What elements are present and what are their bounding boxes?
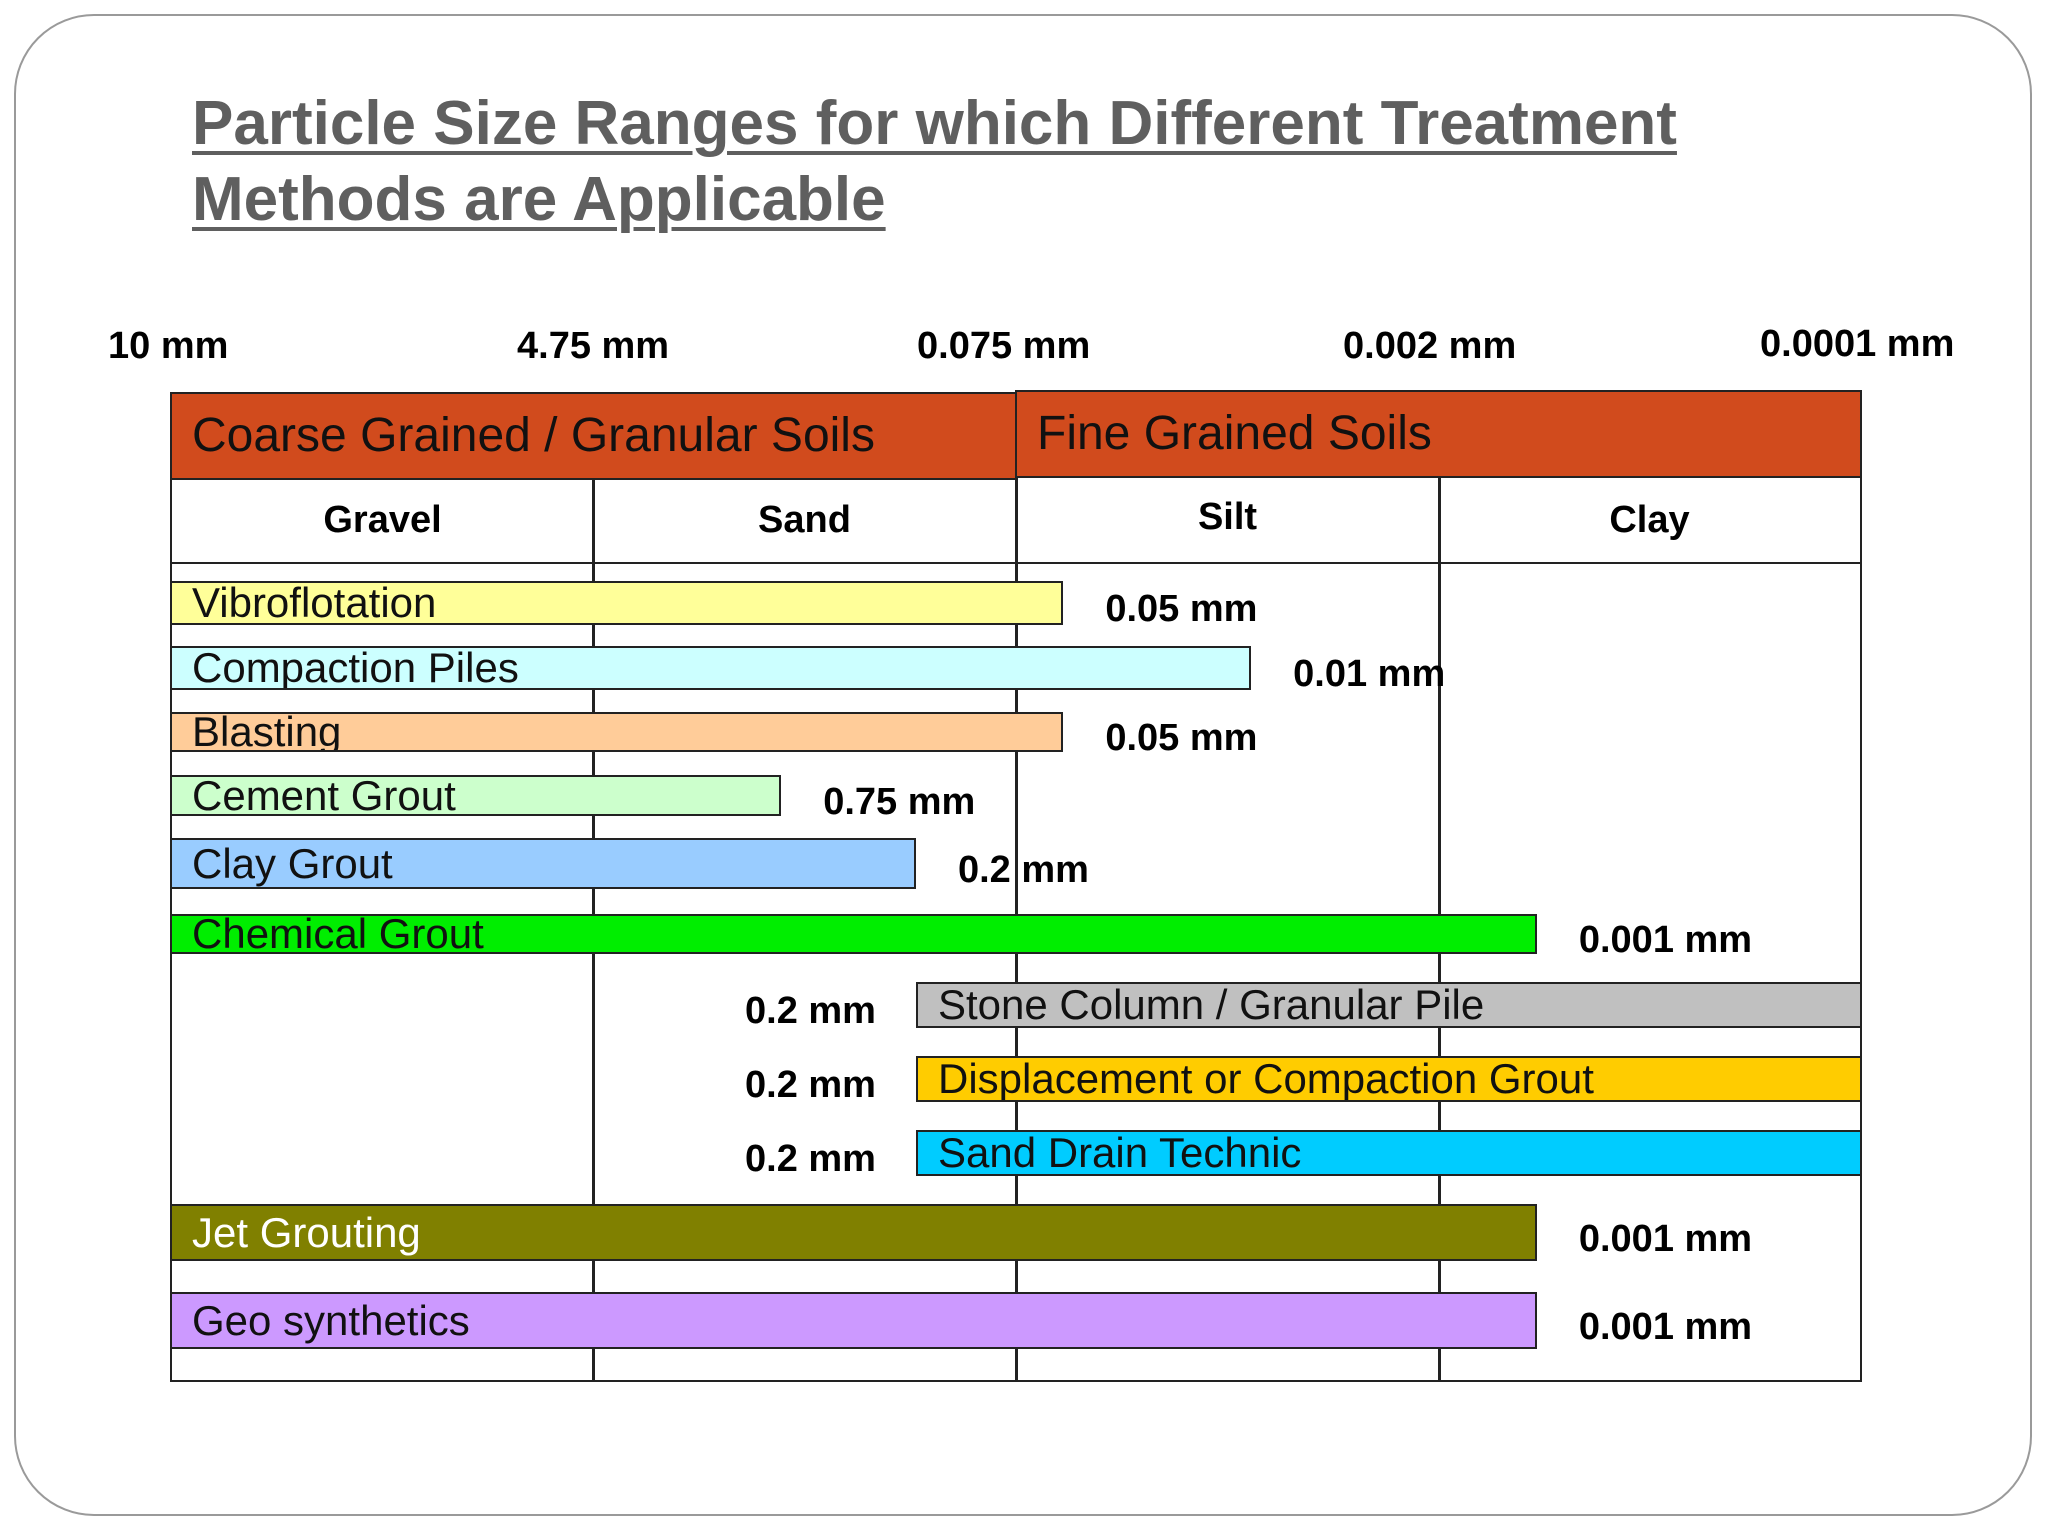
bar-displacement-or-compaction-grout: Displacement or Compaction Grout (915, 1056, 1862, 1102)
bar-chemical-grout: Chemical Grout (170, 914, 1537, 954)
bar-compaction-piles: Compaction Piles (170, 646, 1252, 690)
bar-label: Vibroflotation (192, 581, 437, 625)
bar-label: Chemical Grout (192, 914, 484, 954)
soil-class-silt: Silt (1016, 478, 1439, 564)
limit-label: 0.75 mm (823, 780, 976, 823)
bar-label: Sand Drain Technic (937, 1130, 1302, 1176)
limit-label: 0.2 mm (957, 848, 1089, 891)
bar-sand-drain-technic: Sand Drain Technic (915, 1130, 1862, 1176)
limit-label: 0.01 mm (1293, 653, 1446, 695)
bar-label: Displacement or Compaction Grout (937, 1056, 1594, 1102)
bar-label: Blasting (192, 712, 342, 752)
bar-cement-grout: Cement Grout (170, 775, 782, 816)
x-tick-label: 4.75 mm (517, 325, 670, 367)
soil-class-sand: Sand (593, 478, 1016, 564)
chart-title: Particle Size Ranges for which Different… (192, 89, 1677, 234)
bar-clay-grout: Clay Grout (170, 838, 916, 889)
limit-label: 0.2 mm (745, 1064, 876, 1106)
bar-label: Stone Column / Granular Pile (937, 982, 1485, 1028)
soil-group-coarse: Coarse Grained / Granular Soils (170, 392, 1017, 480)
bar-label: Geo synthetics (192, 1296, 470, 1344)
limit-label: 0.05 mm (1105, 717, 1258, 759)
x-tick-label: 0.002 mm (1343, 325, 1517, 367)
soil-class-gravel: Gravel (170, 478, 593, 564)
limit-label: 0.2 mm (745, 990, 876, 1032)
bar-geo-synthetics: Geo synthetics (170, 1292, 1537, 1349)
x-tick-label: 0.075 mm (917, 325, 1091, 367)
bar-stone-column-granular-pile: Stone Column / Granular Pile (915, 982, 1862, 1028)
limit-label: 0.2 mm (745, 1138, 876, 1180)
x-tick-label: 0.0001 mm (1760, 323, 1955, 365)
bar-vibroflotation: Vibroflotation (170, 581, 1064, 625)
bar-label: Jet Grouting (192, 1208, 421, 1256)
limit-label: 0.05 mm (1105, 588, 1258, 630)
limit-label: 0.001 mm (1578, 1217, 1753, 1260)
soil-class-clay: Clay (1439, 478, 1862, 564)
soil-group-fine: Fine Grained Soils (1015, 390, 1862, 478)
bar-jet-grouting: Jet Grouting (170, 1204, 1537, 1261)
bar-label: Clay Grout (192, 839, 393, 887)
limit-label: 0.001 mm (1578, 1305, 1753, 1348)
limit-label: 0.001 mm (1578, 919, 1753, 961)
x-tick-label: 10 mm (108, 325, 229, 367)
bar-blasting: Blasting (170, 712, 1064, 752)
bar-label: Compaction Piles (192, 646, 519, 690)
bar-label: Cement Grout (192, 775, 456, 816)
slide-frame (14, 14, 2032, 1516)
